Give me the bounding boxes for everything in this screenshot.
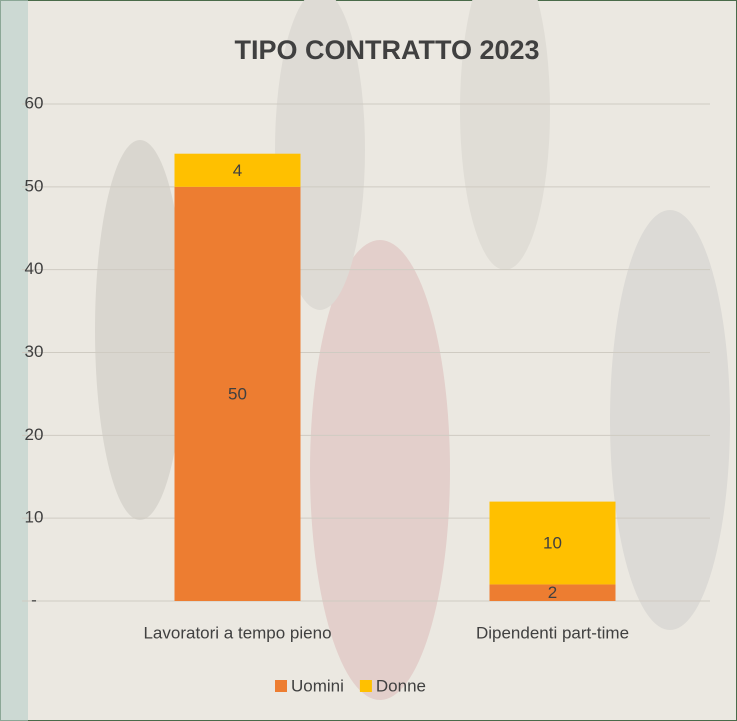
y-tick-label: 40 <box>25 259 44 278</box>
data-label: 2 <box>548 583 557 602</box>
y-tick-label: 50 <box>25 176 44 195</box>
legend-swatch <box>360 680 372 692</box>
photo-person <box>610 210 730 630</box>
data-label: 50 <box>228 384 247 403</box>
photo-person <box>95 140 185 520</box>
chart-title: TIPO CONTRATTO 2023 <box>234 35 539 65</box>
legend-swatch <box>275 680 287 692</box>
y-tick-label: 30 <box>25 342 44 361</box>
legend-label: Donne <box>376 676 426 695</box>
chart: TIPO CONTRATTO 2023 - 10 20 30 40 50 60 Lavorat… <box>0 0 737 721</box>
x-tick-label: Dipendenti part-time <box>476 623 629 642</box>
y-tick-label: 10 <box>25 508 44 527</box>
data-label: 4 <box>233 161 242 180</box>
y-tick-label: 20 <box>25 425 44 444</box>
legend-label: Uomini <box>291 676 344 695</box>
x-tick-label: Lavoratori a tempo pieno <box>143 623 331 642</box>
y-tick-label: - <box>31 590 37 609</box>
data-label: 10 <box>543 534 562 553</box>
y-tick-label: 60 <box>25 93 44 112</box>
